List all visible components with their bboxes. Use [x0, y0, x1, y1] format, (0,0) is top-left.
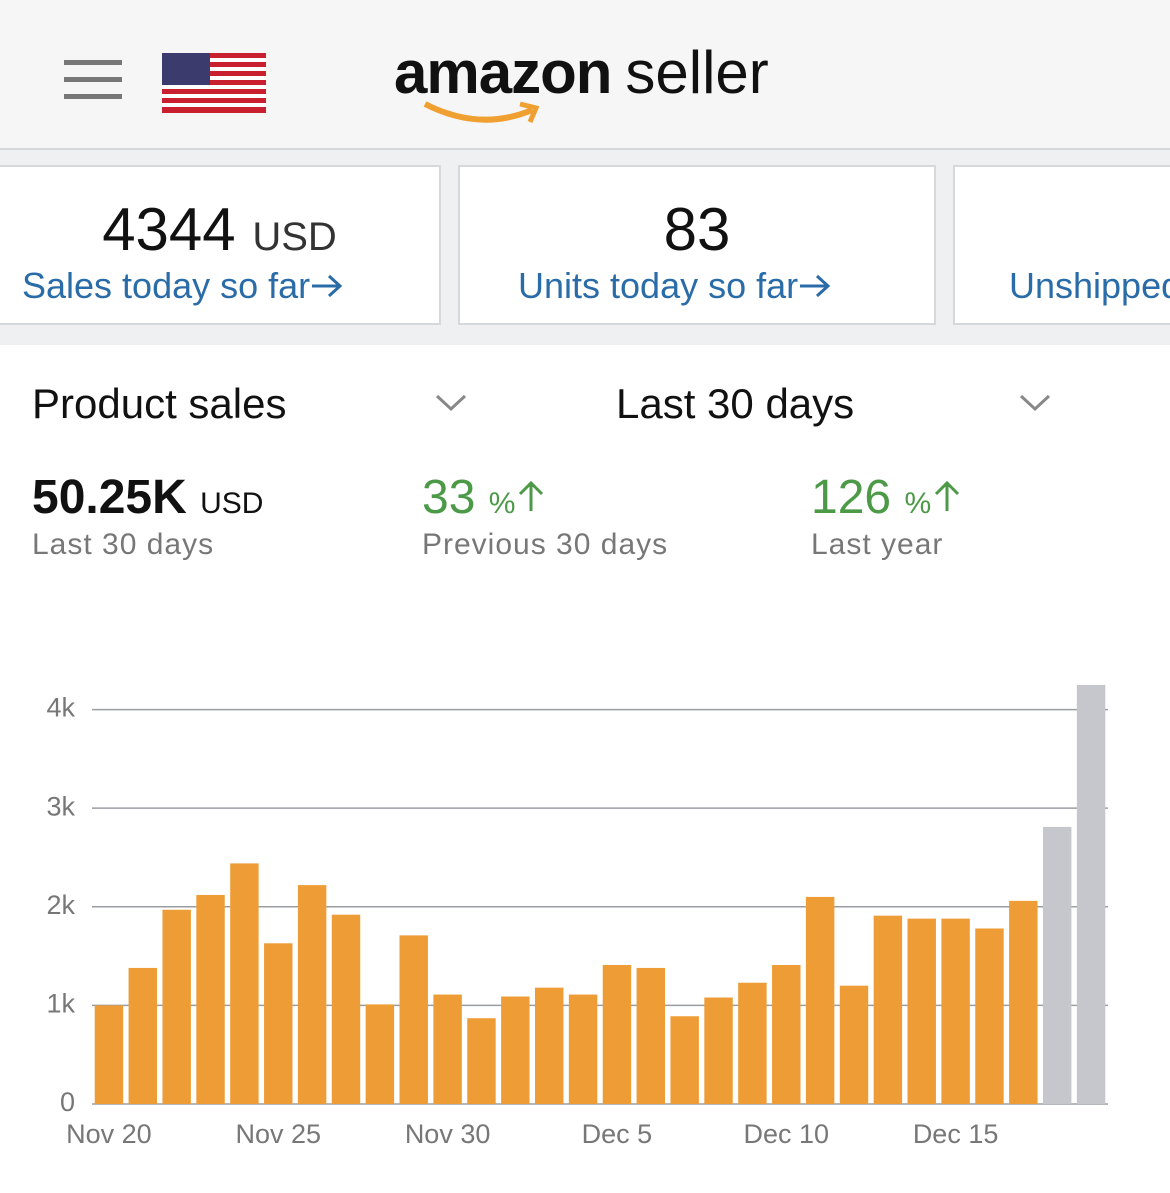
- y-tick-label: 0: [60, 1087, 75, 1117]
- up-arrow: [519, 480, 544, 511]
- bar: [162, 909, 191, 1104]
- bar: [365, 1004, 395, 1104]
- bar: [1042, 826, 1072, 1104]
- chevron[interactable]: [1018, 392, 1052, 414]
- flag-icon[interactable]: [162, 53, 266, 113]
- y-tick-label: 1k: [46, 989, 75, 1019]
- stat-value: 50.25K USD: [32, 470, 263, 525]
- x-tick-label: Nov 30: [405, 1119, 491, 1149]
- bar: [670, 1016, 699, 1104]
- bar: [264, 943, 293, 1104]
- bar: [501, 996, 530, 1104]
- bar: [873, 915, 903, 1104]
- y-tick-label: 3k: [46, 791, 75, 821]
- card-number: 4344: [102, 196, 236, 263]
- y-tick-label: 2k: [46, 890, 75, 920]
- bar: [602, 964, 632, 1104]
- units-card[interactable]: 83 Units today so far: [458, 165, 936, 325]
- bar: [975, 928, 1004, 1104]
- card-label: Unshipped: [1009, 265, 1170, 306]
- stat-unit: USD: [200, 487, 264, 520]
- arrow-icon: [312, 274, 343, 298]
- bar: [839, 985, 869, 1104]
- bar: [1009, 900, 1038, 1104]
- bar: [907, 918, 936, 1104]
- x-tick-label: Dec 5: [582, 1119, 653, 1149]
- x-tick-label: Nov 20: [66, 1119, 152, 1149]
- stat-unit: %: [488, 487, 516, 520]
- stat-value: 126 %: [811, 470, 963, 525]
- chart: 0 1k 2k 3k 4k Nov 20 Nov 25 Nov 30 Dec 5 Dec 10 De…: [46, 684, 1108, 1149]
- menu-icon[interactable]: [64, 60, 124, 102]
- bar: [94, 1005, 124, 1104]
- logo-smile: [423, 101, 540, 123]
- x-tick-label: Dec 10: [743, 1119, 829, 1149]
- bar: [128, 967, 158, 1104]
- bar: [704, 997, 733, 1104]
- y-tick-label: 4k: [46, 693, 75, 723]
- x-tick-label: Dec 15: [913, 1119, 999, 1149]
- stat-number: 33: [422, 471, 476, 524]
- logo: amazon seller: [394, 38, 769, 107]
- up-arrow: [935, 480, 960, 511]
- bar: [568, 994, 598, 1104]
- card-label: Units today so far: [518, 265, 832, 307]
- sales-card[interactable]: 4344 USD Sales today so far: [0, 165, 441, 325]
- card-label-text: Sales today so far: [22, 265, 311, 306]
- header: amazon seller: [0, 0, 1170, 150]
- bar: [297, 885, 327, 1104]
- stat-label: Last 30 days: [32, 528, 215, 561]
- logo-brand: amazon: [394, 39, 612, 106]
- arrow-icon: [800, 274, 831, 298]
- bar: [772, 964, 801, 1104]
- card-label-text: Units today so far: [518, 265, 799, 306]
- bar: [738, 982, 767, 1104]
- unshipped-card[interactable]: Unshipped: [953, 165, 1170, 325]
- bar: [196, 894, 225, 1104]
- bar: [636, 967, 666, 1104]
- period-dropdown[interactable]: Last 30 days: [616, 380, 855, 427]
- stat-label: Last year: [811, 528, 944, 561]
- bar: [433, 994, 462, 1104]
- card-value: 4344 USD: [0, 195, 439, 264]
- bar: [399, 935, 428, 1104]
- metric-dropdown[interactable]: Product sales: [32, 380, 287, 427]
- logo-suffix: seller: [625, 39, 769, 106]
- bar: [331, 914, 361, 1104]
- card-value: 83: [460, 195, 934, 264]
- chevron[interactable]: [434, 392, 468, 414]
- stat-number: 50.25K: [32, 471, 187, 524]
- card-unit: USD: [252, 215, 337, 259]
- bar: [941, 918, 970, 1104]
- card-number: 83: [663, 196, 731, 263]
- x-tick-label: Nov 25: [235, 1119, 321, 1149]
- bar: [534, 987, 564, 1104]
- bar: [467, 1018, 496, 1104]
- bar: [805, 896, 835, 1104]
- bar: [230, 863, 259, 1104]
- bar: [1076, 684, 1106, 1104]
- stat-unit: %: [904, 487, 932, 520]
- stat-number: 126: [811, 471, 892, 524]
- stat-label: Previous 30 days: [422, 528, 669, 561]
- card-label: Sales today so far: [22, 265, 344, 307]
- stat-value: 33 %: [422, 470, 547, 525]
